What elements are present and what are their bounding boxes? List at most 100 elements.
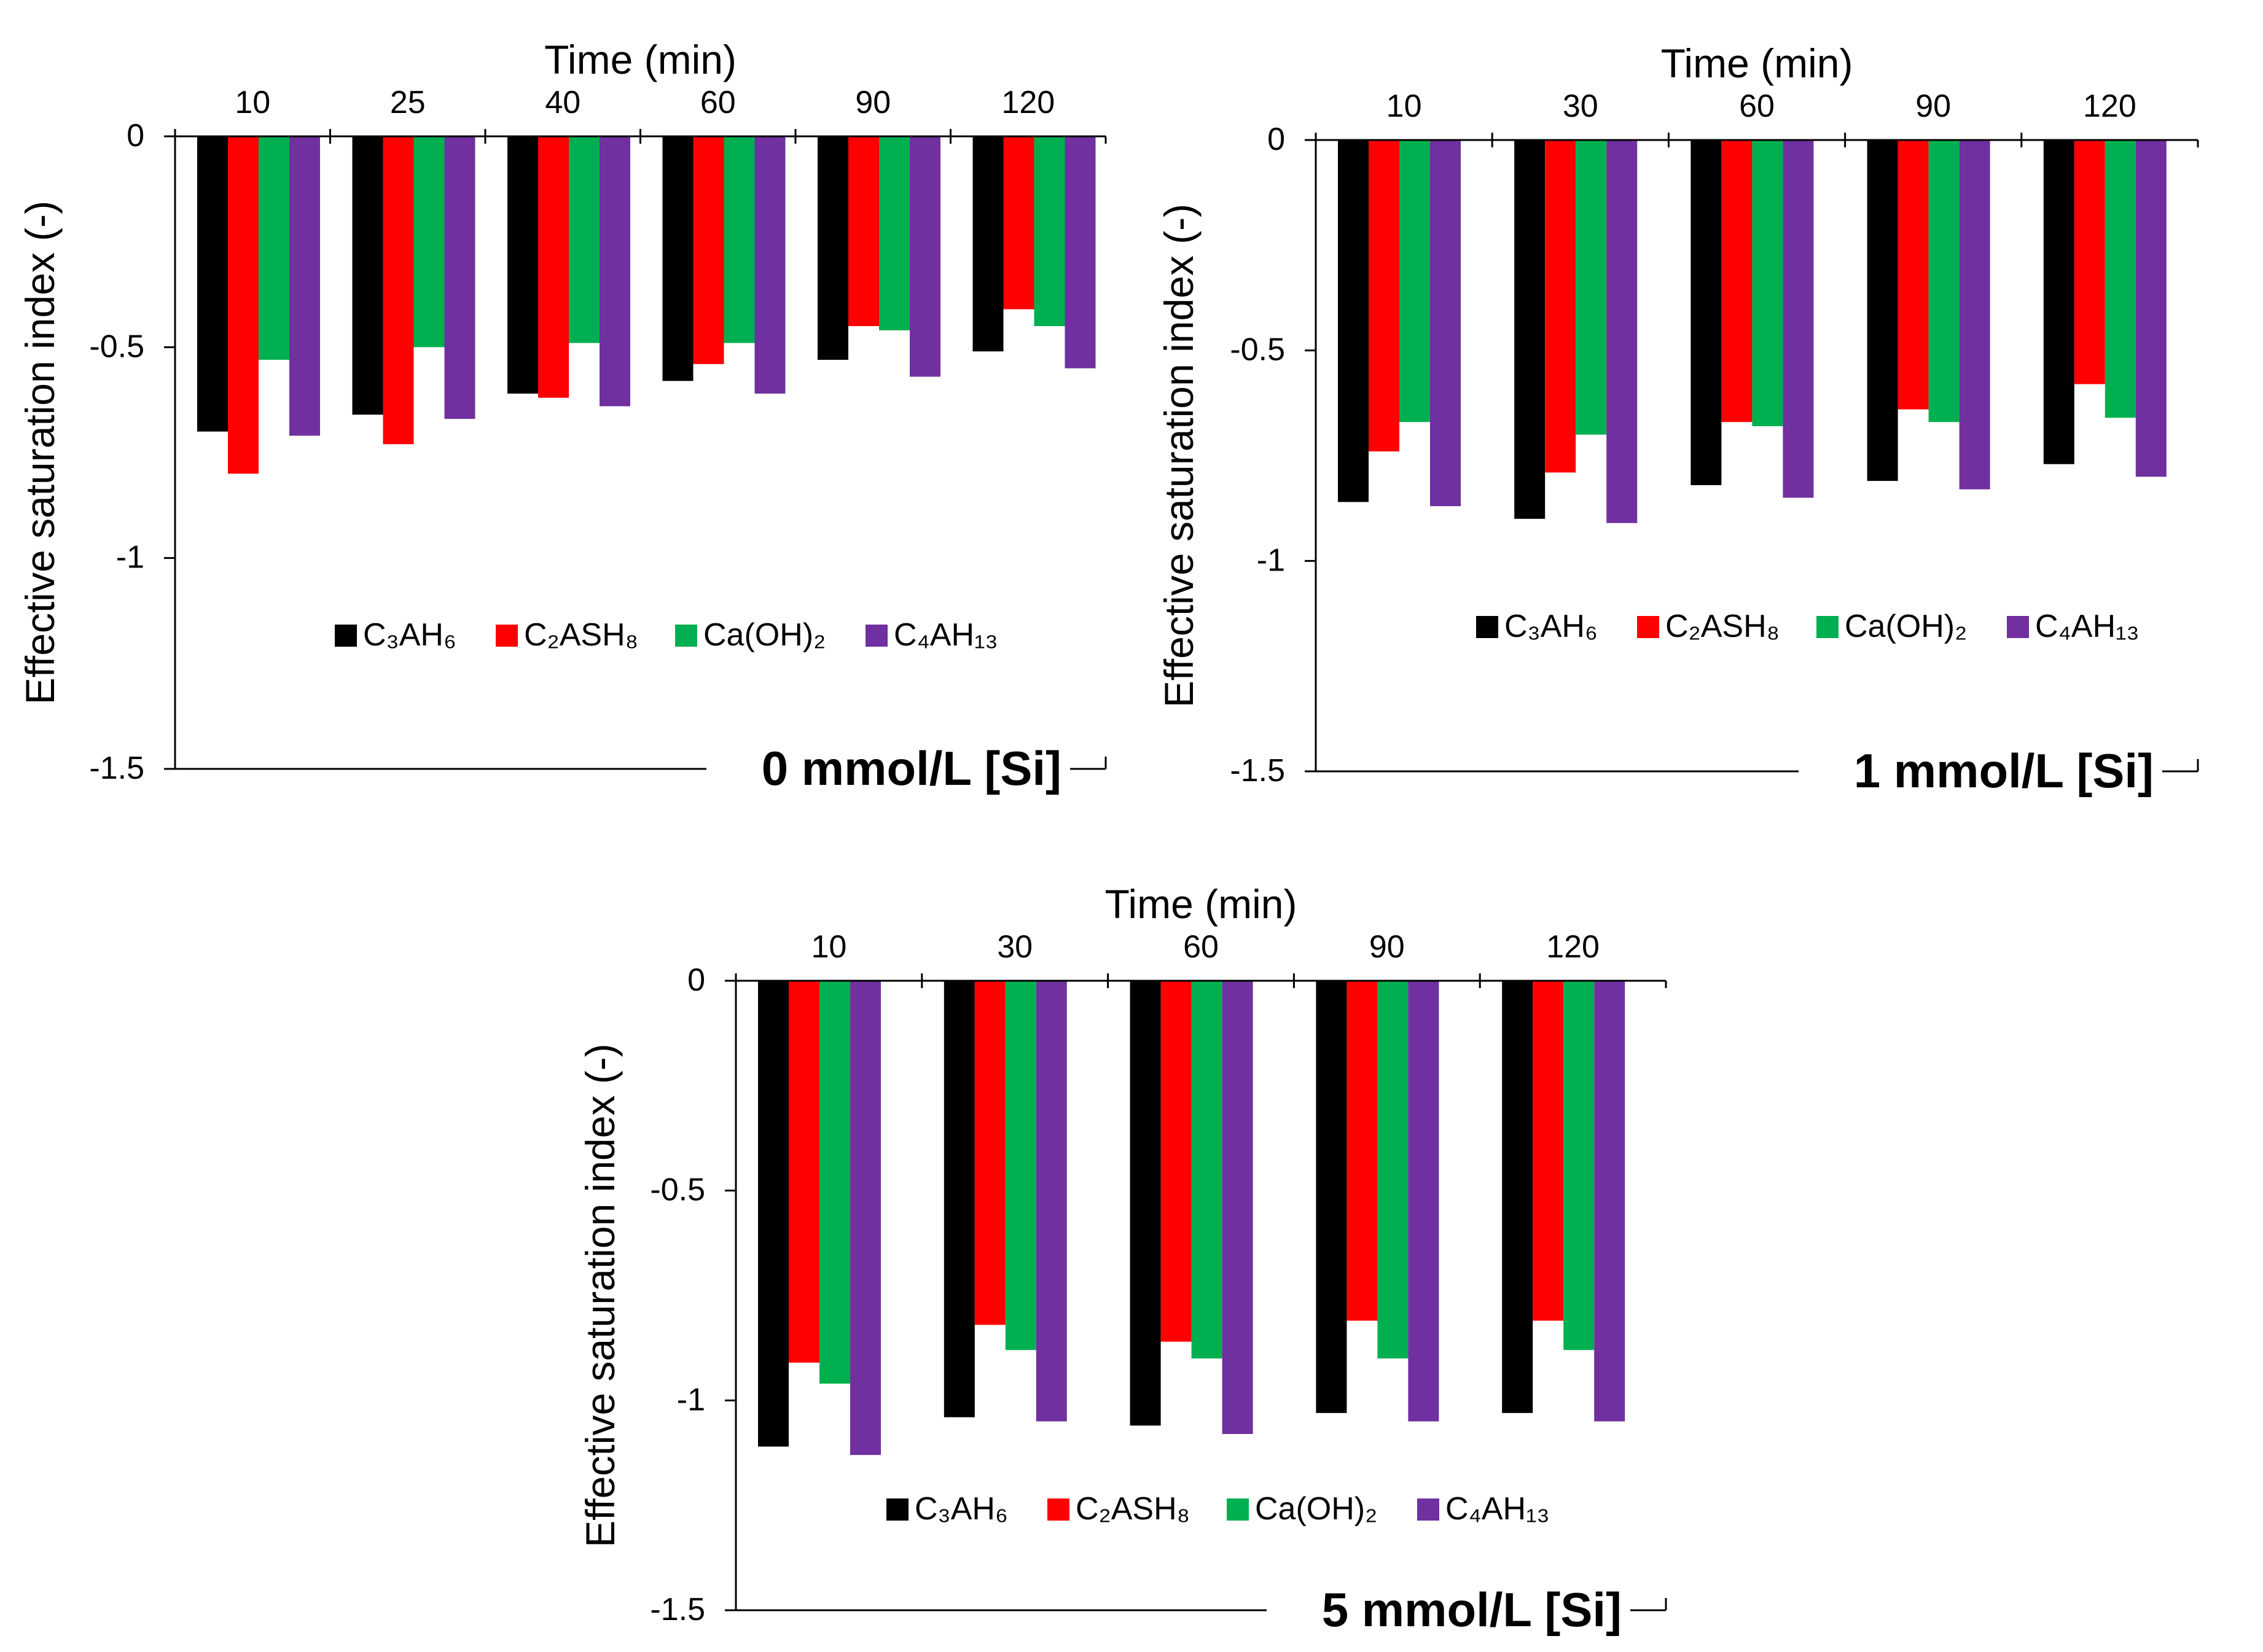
bar-4-60 xyxy=(1222,981,1253,1434)
bar-4-120 xyxy=(1594,981,1625,1422)
bar-2-40 xyxy=(538,136,569,398)
bar-4-60 xyxy=(754,136,786,394)
x-tick-label: 60 xyxy=(1183,929,1219,965)
x-tick-label: 60 xyxy=(1739,88,1775,124)
legend-label: Ca(OH)₂ xyxy=(703,617,826,653)
legend-label: C₃AH₆ xyxy=(363,617,456,653)
x-axis-title: Time (min) xyxy=(1661,41,1853,86)
bar-1-120 xyxy=(2043,140,2074,464)
bar-2-30 xyxy=(1545,140,1576,473)
legend-swatch xyxy=(1816,616,1839,638)
legend-label: C₄AH₁₃ xyxy=(2035,609,2140,644)
bar-2-10 xyxy=(228,136,259,474)
x-tick-label: 40 xyxy=(545,85,580,120)
bar-4-60 xyxy=(1783,140,1814,498)
bar-2-120 xyxy=(1533,981,1564,1321)
legend-swatch xyxy=(496,625,518,647)
legend-label: C₃AH₆ xyxy=(915,1491,1008,1527)
y-tick-label: -1.5 xyxy=(650,1592,705,1627)
bar-3-120 xyxy=(2105,140,2136,418)
y-tick-label: -1 xyxy=(116,540,144,575)
legend-swatch xyxy=(866,625,888,647)
bar-4-120 xyxy=(2135,140,2167,477)
legend-label: C₃AH₆ xyxy=(1504,609,1598,644)
bar-1-25 xyxy=(352,136,383,415)
bar-2-60 xyxy=(693,136,724,364)
legend-swatch xyxy=(1047,1498,1069,1521)
bar-3-120 xyxy=(1034,136,1065,326)
bar-1-120 xyxy=(1502,981,1533,1413)
bar-2-10 xyxy=(1369,140,1399,452)
bar-4-90 xyxy=(1408,981,1439,1422)
bar-4-90 xyxy=(1959,140,1990,489)
y-tick-label: -1.5 xyxy=(1230,753,1285,789)
x-tick-label: 120 xyxy=(1001,85,1055,120)
x-tick-label: 10 xyxy=(1386,88,1422,124)
x-tick-label: 90 xyxy=(1369,929,1405,965)
bar-1-120 xyxy=(972,136,1004,352)
panel-title: 5 mmol/L [Si] xyxy=(1322,1583,1622,1637)
panel-title: 1 mmol/L [Si] xyxy=(1854,744,2154,798)
legend-swatch xyxy=(1417,1498,1439,1521)
legend-label: C₄AH₁₃ xyxy=(1445,1491,1550,1527)
y-tick-label: -0.5 xyxy=(650,1172,705,1208)
y-tick-label: -1 xyxy=(1257,542,1285,578)
bar-2-90 xyxy=(1346,981,1378,1321)
bar-3-60 xyxy=(1191,981,1222,1358)
bar-1-10 xyxy=(758,981,789,1447)
bar-2-10 xyxy=(789,981,819,1363)
y-tick-label: 0 xyxy=(687,962,705,998)
bar-3-60 xyxy=(724,136,755,343)
bar-3-10 xyxy=(259,136,289,360)
bar-3-25 xyxy=(413,136,445,348)
bar-2-25 xyxy=(383,136,414,445)
x-tick-label: 90 xyxy=(1915,88,1951,124)
bar-3-90 xyxy=(1377,981,1409,1358)
bar-3-10 xyxy=(1399,140,1430,423)
y-tick-label: 0 xyxy=(127,118,144,154)
bar-1-60 xyxy=(1690,140,1722,485)
bar-4-25 xyxy=(444,136,475,419)
legend-swatch xyxy=(2007,616,2029,638)
y-tick-label: -1.5 xyxy=(89,750,144,786)
y-tick-label: -0.5 xyxy=(89,329,144,364)
x-tick-label: 90 xyxy=(855,85,891,120)
bar-3-40 xyxy=(569,136,600,343)
x-tick-label: 120 xyxy=(1546,929,1600,965)
x-tick-label: 25 xyxy=(390,85,426,120)
bar-1-90 xyxy=(818,136,848,360)
legend-label: Ca(OH)₂ xyxy=(1255,1491,1377,1527)
x-axis-title: Time (min) xyxy=(1105,881,1297,927)
bar-4-10 xyxy=(1430,140,1461,507)
charts: 0 -0.5 -1 -1.5 10 25 40 60 90 120 Time (min) Effect… xyxy=(17,37,2199,1637)
chart-panel-1: 0 -0.5 -1 -1.5 10 25 40 60 90 120 Time (min) Effect… xyxy=(17,37,1107,795)
bar-4-120 xyxy=(1065,136,1096,368)
bar-1-90 xyxy=(1316,981,1347,1413)
bar-2-30 xyxy=(974,981,1006,1325)
bar-4-30 xyxy=(1036,981,1067,1422)
bar-1-30 xyxy=(944,981,975,1417)
x-tick-label: 10 xyxy=(811,929,846,965)
legend-swatch xyxy=(886,1498,909,1521)
legend: C₃AH₆ C₂ASH₈ Ca(OH)₂ C₄AH₁₃ xyxy=(1476,609,2140,644)
y-axis-title: Effective saturation index (-) xyxy=(1156,204,1202,708)
bars xyxy=(197,136,1096,474)
legend-label: Ca(OH)₂ xyxy=(1845,609,1967,644)
legend-swatch xyxy=(335,625,357,647)
bar-1-90 xyxy=(1867,140,1898,481)
legend-label: C₂ASH₈ xyxy=(1665,609,1780,644)
x-tick-label: 60 xyxy=(700,85,736,120)
chart-panel-2: 0 -0.5 -1 -1.5 10 30 60 90 120 Time (min) Effectiv… xyxy=(1156,41,2199,798)
legend: C₃AH₆ C₂ASH₈ Ca(OH)₂ C₄AH₁₃ xyxy=(335,617,998,653)
bar-2-90 xyxy=(1898,140,1929,410)
bar-3-60 xyxy=(1752,140,1783,426)
legend: C₃AH₆ C₂ASH₈ Ca(OH)₂ C₄AH₁₃ xyxy=(886,1491,1550,1527)
bar-2-60 xyxy=(1160,981,1192,1342)
legend-label: C₂ASH₈ xyxy=(1076,1491,1190,1527)
bars xyxy=(758,981,1625,1455)
bar-2-120 xyxy=(2074,140,2105,384)
legend-label: C₄AH₁₃ xyxy=(894,617,998,653)
bar-1-30 xyxy=(1514,140,1546,519)
x-axis-title: Time (min) xyxy=(544,37,737,82)
